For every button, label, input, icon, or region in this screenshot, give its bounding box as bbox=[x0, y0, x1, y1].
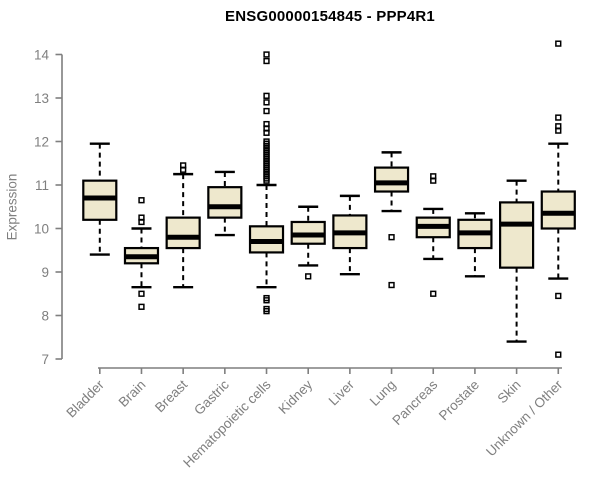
iqr-box bbox=[499, 201, 535, 269]
outlier-point bbox=[263, 308, 270, 315]
boxplot-lung bbox=[373, 151, 410, 289]
outlier-point bbox=[138, 218, 145, 226]
outlier-point bbox=[263, 297, 270, 304]
boxplot-pancreas bbox=[415, 173, 451, 297]
y-axis: 7 8 9 10 11 12 13 14 bbox=[34, 47, 63, 367]
boxplot-breast bbox=[165, 162, 201, 289]
boxplot-kidney bbox=[290, 205, 326, 280]
chart-title: ENSG00000154845 - PPP4R1 bbox=[225, 8, 435, 25]
outlier-point bbox=[555, 114, 562, 121]
boxplot-gastric bbox=[207, 170, 243, 237]
x-tick-label: Unknown / Other bbox=[483, 377, 566, 460]
x-tick-label: Kidney bbox=[276, 377, 316, 417]
outlier-point bbox=[263, 51, 270, 58]
outlier-point bbox=[388, 234, 395, 241]
boxplot-hematopoietic-cells bbox=[248, 51, 285, 315]
outlier-point bbox=[555, 40, 562, 47]
iqr-box bbox=[540, 190, 576, 230]
outlier-point bbox=[430, 177, 437, 184]
outlier-point bbox=[555, 127, 562, 134]
iqr-box bbox=[373, 166, 410, 193]
iqr-box bbox=[165, 216, 201, 250]
iqr-box bbox=[207, 186, 243, 219]
outlier-point bbox=[430, 290, 437, 297]
x-tick-label: Prostate bbox=[436, 377, 482, 423]
x-tick-label: Pancreas bbox=[389, 377, 440, 428]
y-tick-label: 12 bbox=[34, 134, 49, 149]
x-tick-label: Brain bbox=[116, 377, 149, 410]
x-tick-label: Lung bbox=[367, 377, 399, 409]
outlier-point bbox=[138, 290, 145, 297]
outlier-point bbox=[263, 57, 270, 65]
boxplot-skin bbox=[499, 179, 535, 343]
outlier-point bbox=[555, 292, 562, 300]
outlier-point bbox=[263, 177, 270, 184]
y-tick-label: 9 bbox=[41, 265, 49, 280]
x-tick-label: Breast bbox=[152, 377, 190, 415]
outlier-point bbox=[263, 92, 270, 99]
outlier-point bbox=[263, 99, 270, 106]
y-tick-label: 11 bbox=[35, 178, 49, 193]
outlier-point bbox=[305, 273, 312, 280]
y-tick-label: 8 bbox=[41, 308, 49, 323]
outlier-point bbox=[388, 281, 395, 289]
boxplot-bladder bbox=[82, 142, 118, 256]
outlier-point bbox=[180, 166, 187, 173]
y-tick-label: 10 bbox=[34, 221, 49, 236]
y-tick-label: 7 bbox=[41, 352, 49, 367]
x-tick-label: Gastric bbox=[191, 377, 232, 418]
boxplot-unknown-other bbox=[540, 40, 576, 358]
outlier-point bbox=[138, 303, 145, 310]
boxplot-brain bbox=[123, 197, 160, 310]
outlier-point bbox=[263, 107, 270, 115]
y-tick-label: 13 bbox=[34, 91, 49, 106]
outlier-point bbox=[263, 129, 270, 136]
x-tick-label: Bladder bbox=[63, 377, 107, 421]
x-tick-label: Liver bbox=[326, 377, 358, 409]
y-tick-label: 14 bbox=[34, 47, 50, 62]
outlier-point bbox=[555, 351, 562, 358]
boxplot-liver bbox=[332, 194, 368, 276]
x-tick-label: Skin bbox=[495, 377, 524, 406]
outlier-point bbox=[138, 197, 145, 204]
boxplot-prostate bbox=[457, 212, 493, 278]
